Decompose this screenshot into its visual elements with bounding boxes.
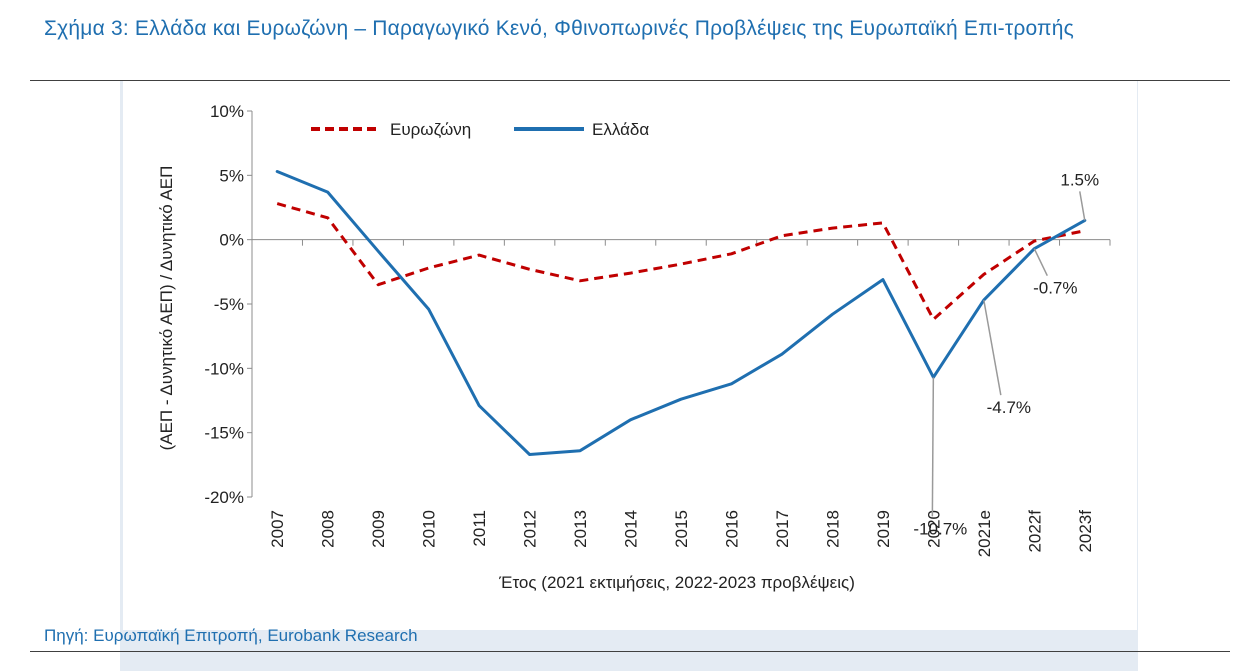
x-tick-label: 2020	[924, 510, 943, 548]
data-point	[1083, 229, 1087, 233]
data-point	[477, 253, 481, 257]
data-point	[729, 382, 733, 386]
data-point	[275, 202, 279, 206]
data-point	[881, 221, 885, 225]
y-tick-label: 0%	[219, 231, 244, 250]
series-line-greece	[275, 170, 1087, 456]
x-tick-label: 2016	[722, 510, 741, 548]
data-point	[578, 449, 582, 453]
data-point	[982, 272, 986, 276]
x-tick-label: 2023f	[1076, 510, 1095, 553]
y-tick-label: 10%	[210, 102, 244, 121]
data-label: 1.5%	[1060, 170, 1099, 189]
left-margin	[30, 81, 120, 671]
data-point	[1032, 239, 1036, 243]
x-tick-label: 2008	[319, 510, 338, 548]
data-point	[679, 397, 683, 401]
data-point	[528, 267, 532, 271]
x-tick-label: 2021e	[975, 510, 994, 557]
data-point	[780, 234, 784, 238]
x-tick-label: 2007	[268, 510, 287, 548]
x-tick-label: 2011	[470, 510, 489, 547]
data-point	[427, 266, 431, 270]
data-point	[326, 216, 330, 220]
top-divider	[30, 80, 1230, 81]
data-point	[679, 262, 683, 266]
data-point	[780, 352, 784, 356]
data-point	[427, 307, 431, 311]
legend-label-greece: Ελλάδα	[592, 120, 649, 139]
x-tick-label: 2015	[672, 510, 691, 548]
source-note: Πηγή: Ευρωπαϊκή Επιτροπή, Eurobank Resea…	[44, 626, 418, 645]
annotation-leader	[931, 377, 935, 517]
data-label: -0.7%	[1033, 279, 1077, 298]
data-point	[629, 418, 633, 422]
series-line-eurozone	[276, 202, 1086, 321]
data-point	[830, 312, 834, 316]
x-tick-label: 2014	[622, 510, 641, 548]
x-tick-label: 2017	[773, 510, 792, 548]
data-point	[931, 317, 935, 321]
y-tick-label: 5%	[219, 166, 244, 185]
y-tick-label: -15%	[204, 424, 244, 443]
y-tick-label: -20%	[204, 488, 244, 507]
annotation-leader	[1079, 191, 1086, 221]
data-label: -4.7%	[987, 398, 1031, 417]
x-tick-label: 2018	[823, 510, 842, 548]
x-tick-label: 2009	[369, 510, 388, 548]
bottom-divider	[30, 651, 1230, 652]
data-point	[881, 278, 885, 282]
data-label: -10.7%	[913, 519, 967, 538]
figure-panel-bottom	[120, 630, 1070, 671]
x-tick-label: 2022f	[1025, 510, 1044, 553]
data-point	[629, 271, 633, 275]
x-tick-label: 2019	[874, 510, 893, 548]
data-point	[729, 252, 733, 256]
annotation-leader	[1033, 248, 1048, 276]
chart-title: Σχήμα 3: Ελλάδα και Ευρωζώνη – Παραγωγικ…	[44, 17, 1074, 40]
legend: Ευρωζώνη Ελλάδα	[311, 120, 649, 139]
x-tick-label: 2010	[420, 510, 439, 548]
x-tick-label: 2013	[571, 510, 590, 548]
x-axis-label: Έτος (2021 εκτιμήσεις, 2022-2023 προβλέψ…	[498, 573, 855, 592]
legend-label-eurozone: Ευρωζώνη	[390, 120, 471, 139]
data-point	[376, 249, 380, 253]
chart-area	[123, 81, 1137, 630]
data-point	[830, 226, 834, 230]
annotation-leader	[983, 300, 1002, 396]
y-tick-label: -10%	[204, 359, 244, 378]
y-axis-label: (ΑΕΠ - Δυνητικό ΑΕΠ) / Δυνητικό ΑΕΠ	[157, 166, 176, 451]
data-point	[376, 283, 380, 287]
x-tick-label: 2012	[521, 510, 540, 548]
data-point	[528, 453, 532, 457]
y-tick-label: -5%	[214, 295, 244, 314]
data-point	[578, 279, 582, 283]
data-point	[326, 190, 330, 194]
data-point	[477, 404, 481, 408]
data-point	[275, 169, 279, 173]
